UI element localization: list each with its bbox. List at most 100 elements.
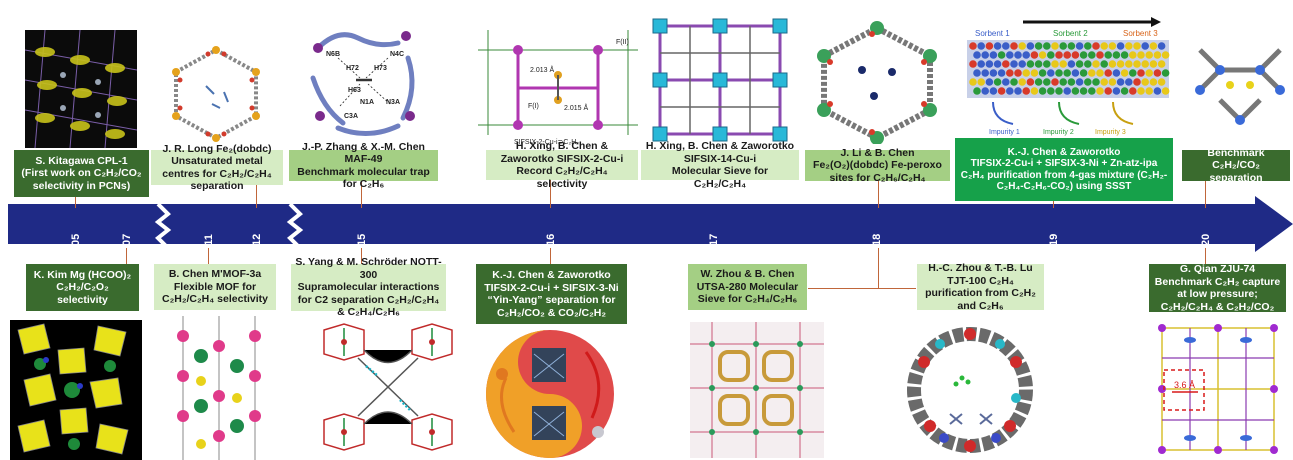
mmof3a-structure-image	[177, 316, 261, 460]
year-label: 2016	[545, 233, 557, 259]
sifsix2-structure-image: 2.013 Å 2.015 Å F(II) F(I) SIFSIX-2-Cu-i…	[478, 30, 638, 146]
sorbent-particle	[1047, 87, 1055, 95]
sorbent-particle	[1084, 78, 1092, 86]
sorbent-particle	[1026, 42, 1035, 50]
year-label: 2005	[70, 233, 82, 259]
sorbent-particle	[1055, 69, 1063, 77]
sorbent-particle	[1022, 69, 1030, 77]
sorbent-particle	[1116, 42, 1125, 50]
sorbent-particle	[1059, 60, 1067, 68]
sorbent-particle	[1051, 60, 1059, 68]
sorbent-particle	[1108, 60, 1117, 68]
sorbent-particle	[1137, 69, 1145, 77]
sorbent-particle	[1026, 78, 1035, 86]
sorbent-particle	[1002, 78, 1010, 86]
sorbent-particle	[1059, 42, 1067, 50]
sorbent-particle	[1055, 51, 1063, 59]
timeline-arrow	[8, 196, 1293, 252]
year-label: 2018	[871, 233, 883, 259]
sorbent-particle	[1075, 60, 1084, 68]
sorbent-particle	[1096, 69, 1104, 77]
sorbent-particle	[1133, 78, 1141, 86]
sorbent-particle	[1075, 42, 1084, 50]
maf49-structure-image: N6B N4C H72 H73 H63 N1A N3A C3A	[310, 31, 415, 136]
sifsix14-structure-image	[652, 18, 788, 142]
distance-label: 2.013 Å	[530, 65, 554, 74]
yinyang-image	[486, 330, 614, 458]
sorbent-particle	[969, 60, 977, 68]
connector-line	[361, 248, 362, 264]
sorbent-particle	[985, 60, 994, 68]
event-box-ssst: K.-J. Chen & Zaworotko TIFSIX-2-Cu-i + S…	[955, 138, 1173, 201]
sorbent-particle	[1137, 51, 1145, 59]
sorbent-particle	[1022, 51, 1030, 59]
connector-line	[550, 248, 551, 264]
sorbent-particle	[1079, 51, 1088, 59]
sorbent-particle	[1067, 60, 1076, 68]
sorbent-particle	[1022, 87, 1030, 95]
impurity-label: Impurity 1	[989, 129, 1020, 136]
sorbent-particle	[1133, 42, 1141, 50]
sorbent-particle	[1129, 51, 1137, 59]
sorbent-particle	[1116, 78, 1125, 86]
sorbent-particle	[1145, 69, 1153, 77]
event-title: H. Xing, B. Chen & Zaworotko SIFSIX-14-C…	[645, 140, 795, 165]
sorbent-particle	[1112, 69, 1121, 77]
atom-label: N4C	[390, 51, 404, 58]
sorbent-particle	[985, 78, 994, 86]
nott300-structure-image	[323, 323, 453, 451]
sorbent-particle	[1137, 87, 1145, 95]
sorbent-particle	[1030, 51, 1039, 59]
sorbent-particle	[1129, 87, 1137, 95]
sorbent-particle	[1067, 42, 1076, 50]
sorbent-particle	[1108, 78, 1117, 86]
sorbent-particle	[1088, 51, 1096, 59]
event-description: Benchmark C₂H₂/CO₂ separation selectivit…	[1207, 146, 1265, 197]
event-box-fe2o2: J. Li & B. Chen Fe₂(O₂)(dobdc) Fe-peroxo…	[805, 147, 950, 184]
event-title: H. Xing, B. Chen & Zaworotko SIFSIX-2-Cu…	[500, 140, 624, 165]
sorbent-particle	[1075, 78, 1084, 86]
sorbent-particle	[981, 87, 989, 95]
event-box-maf49: J.-P. Zhang & X.-M. Chen MAF-49 Benchmar…	[289, 141, 438, 190]
year-label: 2020	[1200, 233, 1212, 259]
sorbent-particle	[973, 69, 981, 77]
sorbent-particle	[993, 42, 1002, 50]
connector-line	[208, 248, 209, 264]
sorbent-particle	[1071, 51, 1080, 59]
sorbent-particle	[1100, 60, 1108, 68]
tcucl-structure-image	[1195, 48, 1285, 125]
sorbent-particle	[981, 51, 989, 59]
sorbent-particle	[1125, 60, 1133, 68]
ssst-sorbent-image: Sorbent 1 Sorbent 2 Sorbent 3 Impurity 1…	[967, 17, 1170, 136]
sorbent-particle	[993, 60, 1002, 68]
sorbent-particle	[1161, 51, 1170, 59]
event-box-fe2dobdc: J. R. Long Fe₂(dobdc) Unsaturated metal …	[151, 143, 283, 192]
sorbent-particle	[1104, 87, 1112, 95]
event-title: K. Kim Mg (HCOO)₂	[33, 268, 132, 281]
sorbent-particle	[1059, 78, 1067, 86]
atom-label: F(II)	[616, 39, 629, 46]
sorbent-particle	[1112, 51, 1121, 59]
sorbent-particle	[1153, 87, 1162, 95]
sorbent-particle	[1018, 42, 1026, 50]
sorbent-particle	[1010, 60, 1018, 68]
connector-line	[808, 288, 916, 289]
sorbent-particle	[1133, 60, 1141, 68]
event-box-utsa280: W. Zhou & B. Chen UTSA-280 Molecular Sie…	[688, 264, 807, 310]
connector-line	[550, 177, 551, 208]
sorbent-particle	[1051, 42, 1059, 50]
connector-line	[1205, 248, 1206, 264]
impurity-label: Impurity 2	[1043, 129, 1074, 136]
atom-label: H73	[374, 65, 387, 72]
year-label: 2017	[708, 233, 720, 259]
sorbent-particle	[1038, 87, 1047, 95]
fe2dobdc-structure-image	[172, 46, 260, 142]
event-box-tjt100: H.-C. Zhou & T.-B. Lu TJT-100 C₂H₄ purif…	[917, 262, 1044, 312]
sorbent-particle	[989, 51, 998, 59]
sorbent-particle	[1034, 78, 1043, 86]
mg-formate-structure-image	[10, 320, 142, 460]
sorbent-particle	[1043, 42, 1051, 50]
sorbent-particle	[985, 42, 994, 50]
event-title: J. R. Long Fe₂(dobdc)	[162, 142, 272, 155]
event-description: Flexible MOF for C₂H₂/C₂H₄ selectivity	[162, 280, 268, 306]
